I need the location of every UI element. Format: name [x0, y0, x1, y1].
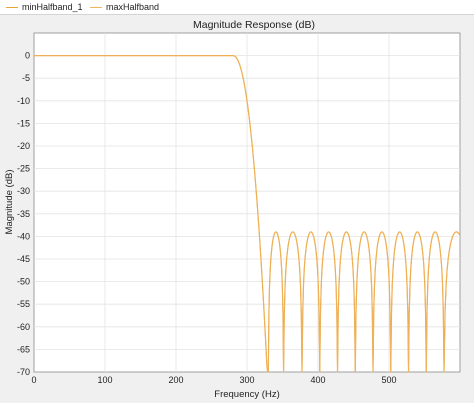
x-tick-label: 0 — [31, 375, 36, 385]
y-tick-label: -55 — [17, 299, 30, 309]
y-tick-label: -65 — [17, 344, 30, 354]
x-tick-label: 200 — [168, 375, 183, 385]
y-tick-label: -20 — [17, 141, 30, 151]
legend-item-maxhalfband[interactable]: maxHalfband — [90, 2, 159, 12]
legend: minHalfband_1 maxHalfband — [0, 0, 474, 15]
y-tick-label: -50 — [17, 277, 30, 287]
y-tick-label: -5 — [22, 73, 30, 83]
chart-title: Magnitude Response (dB) — [193, 19, 315, 31]
series-layer — [34, 55, 461, 373]
y-tick-label: -25 — [17, 164, 30, 174]
x-axis-ticks: 0 100 200 300 400 500 — [31, 375, 396, 385]
y-tick-label: -30 — [17, 186, 30, 196]
y-tick-label: 0 — [25, 51, 30, 61]
y-axis-ticks: 0 -5 -10 -15 -20 -25 -30 -35 -40 -45 -50 -55 -60 -65 -… — [17, 51, 30, 377]
y-tick-label: -10 — [17, 96, 30, 106]
y-tick-label: -60 — [17, 322, 30, 332]
y-tick-label: -15 — [17, 118, 30, 128]
legend-swatch-minhalfband-1 — [6, 6, 18, 8]
x-tick-label: 400 — [310, 375, 325, 385]
legend-swatch-maxhalfband — [90, 6, 102, 8]
series-line-maxhalfband[interactable] — [34, 55, 460, 373]
y-axis-label: Magnitude (dB) — [4, 170, 15, 235]
x-tick-label: 500 — [381, 375, 396, 385]
y-tick-label: -35 — [17, 209, 30, 219]
y-tick-label: -70 — [17, 367, 30, 377]
grid — [34, 33, 460, 372]
x-axis-label: Frequency (Hz) — [214, 389, 279, 400]
x-tick-label: 100 — [97, 375, 112, 385]
legend-item-minhalfband-1[interactable]: minHalfband_1 — [6, 2, 83, 12]
x-tick-label: 300 — [239, 375, 254, 385]
legend-label-maxhalfband: maxHalfband — [106, 2, 160, 12]
y-tick-label: -45 — [17, 254, 30, 264]
legend-label-minhalfband-1: minHalfband_1 — [22, 2, 83, 12]
y-tick-label: -40 — [17, 231, 30, 241]
